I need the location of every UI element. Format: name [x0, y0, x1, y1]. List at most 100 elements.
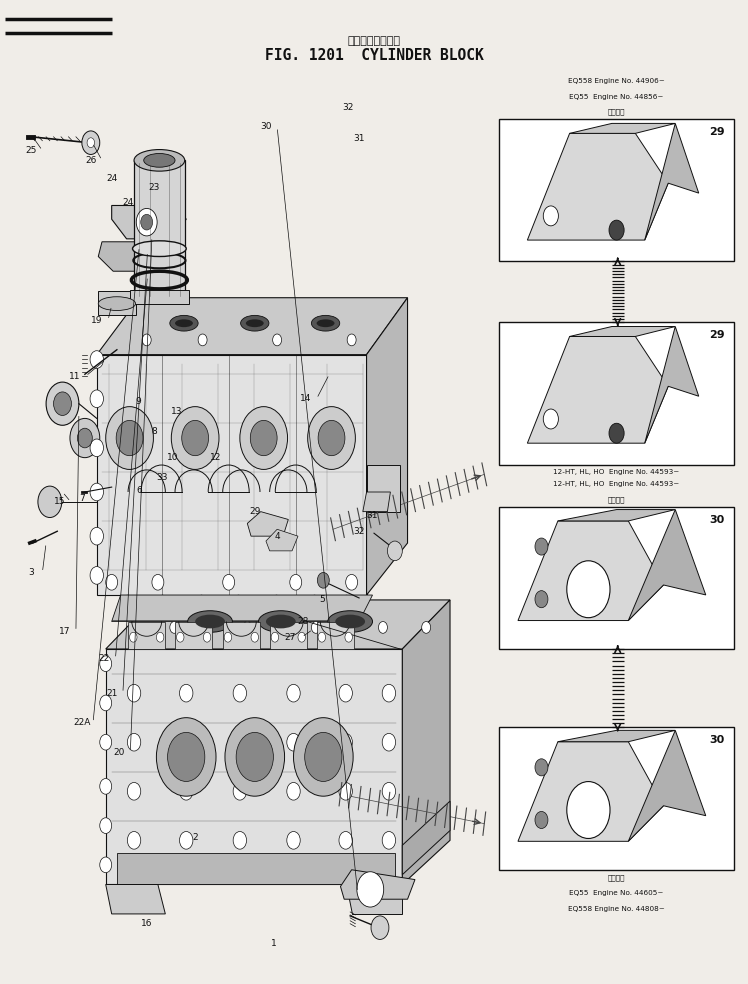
Polygon shape	[105, 885, 165, 914]
Polygon shape	[128, 622, 165, 649]
Text: 32: 32	[343, 103, 354, 112]
Circle shape	[105, 406, 153, 469]
Circle shape	[382, 684, 396, 702]
Text: 31: 31	[353, 134, 365, 144]
Text: 7: 7	[79, 494, 85, 504]
Circle shape	[198, 334, 207, 345]
Circle shape	[127, 733, 141, 751]
Circle shape	[318, 633, 325, 643]
Text: 28: 28	[298, 617, 309, 626]
Text: 29: 29	[709, 330, 725, 340]
Circle shape	[127, 684, 141, 702]
Text: 32: 32	[353, 526, 365, 535]
Circle shape	[382, 831, 396, 849]
Polygon shape	[367, 298, 408, 595]
Circle shape	[378, 622, 387, 634]
Polygon shape	[270, 622, 307, 649]
Circle shape	[90, 483, 103, 501]
Text: 25: 25	[25, 146, 37, 155]
Circle shape	[223, 575, 235, 590]
Circle shape	[171, 406, 219, 469]
Circle shape	[609, 220, 624, 240]
Ellipse shape	[132, 241, 186, 257]
Text: 16: 16	[141, 919, 153, 928]
Text: 19: 19	[91, 316, 102, 325]
Circle shape	[304, 732, 342, 781]
Circle shape	[99, 857, 111, 873]
Circle shape	[251, 420, 277, 456]
Circle shape	[311, 622, 320, 634]
Circle shape	[77, 428, 92, 448]
Text: 1: 1	[271, 939, 276, 948]
Circle shape	[141, 215, 153, 230]
Text: 3: 3	[28, 568, 34, 577]
Text: 適用号码: 適用号码	[608, 108, 625, 115]
Circle shape	[317, 573, 329, 588]
Circle shape	[156, 717, 216, 796]
Text: 4: 4	[275, 531, 280, 540]
Ellipse shape	[266, 615, 295, 629]
Polygon shape	[96, 354, 367, 595]
Text: EQ55  Engine No. 44605~: EQ55 Engine No. 44605~	[569, 891, 663, 896]
Circle shape	[382, 733, 396, 751]
Polygon shape	[346, 885, 402, 914]
Bar	[499, 507, 734, 649]
Bar	[129, 290, 189, 304]
Circle shape	[347, 334, 356, 345]
Ellipse shape	[311, 316, 340, 331]
Circle shape	[535, 812, 548, 829]
Circle shape	[180, 684, 193, 702]
Circle shape	[339, 733, 352, 751]
Circle shape	[339, 684, 352, 702]
Ellipse shape	[246, 319, 264, 327]
Polygon shape	[518, 742, 663, 841]
Circle shape	[116, 420, 143, 456]
Text: 29: 29	[709, 127, 725, 137]
Circle shape	[286, 733, 300, 751]
Circle shape	[180, 733, 193, 751]
Polygon shape	[645, 123, 699, 240]
Circle shape	[90, 527, 103, 545]
Circle shape	[357, 872, 384, 907]
Circle shape	[54, 392, 72, 415]
Bar	[98, 291, 135, 316]
Ellipse shape	[328, 611, 373, 633]
Text: EQ55  Engine No. 44856~: EQ55 Engine No. 44856~	[569, 93, 663, 99]
Circle shape	[543, 206, 559, 226]
Polygon shape	[223, 622, 260, 649]
Text: 17: 17	[59, 627, 70, 636]
Circle shape	[293, 717, 353, 796]
Circle shape	[99, 656, 111, 671]
Text: 11: 11	[69, 372, 80, 381]
Bar	[499, 322, 734, 464]
Polygon shape	[111, 595, 373, 622]
Text: シリンダブロック: シリンダブロック	[348, 35, 400, 45]
Text: 31: 31	[367, 511, 378, 521]
Ellipse shape	[241, 316, 269, 331]
Circle shape	[382, 782, 396, 800]
Circle shape	[273, 334, 281, 345]
Text: 6: 6	[136, 485, 142, 495]
Text: 15: 15	[54, 497, 65, 507]
Circle shape	[90, 390, 103, 407]
Circle shape	[127, 782, 141, 800]
Bar	[367, 464, 400, 512]
Text: 24: 24	[106, 173, 117, 182]
Circle shape	[70, 418, 99, 458]
Circle shape	[168, 732, 205, 781]
Ellipse shape	[170, 316, 198, 331]
Circle shape	[286, 684, 300, 702]
Circle shape	[90, 439, 103, 457]
Circle shape	[251, 633, 259, 643]
Text: 29: 29	[249, 507, 260, 517]
Text: 12-HT, HL, HO  Engine No. 44593~: 12-HT, HL, HO Engine No. 44593~	[554, 481, 680, 487]
Circle shape	[272, 633, 278, 643]
Circle shape	[82, 131, 99, 154]
Text: 22: 22	[99, 654, 110, 663]
Circle shape	[46, 382, 79, 425]
Polygon shape	[175, 622, 212, 649]
Circle shape	[345, 633, 352, 643]
Text: EQ558 Engine No. 44808~: EQ558 Engine No. 44808~	[568, 906, 665, 912]
Polygon shape	[266, 529, 298, 551]
Circle shape	[567, 561, 610, 618]
